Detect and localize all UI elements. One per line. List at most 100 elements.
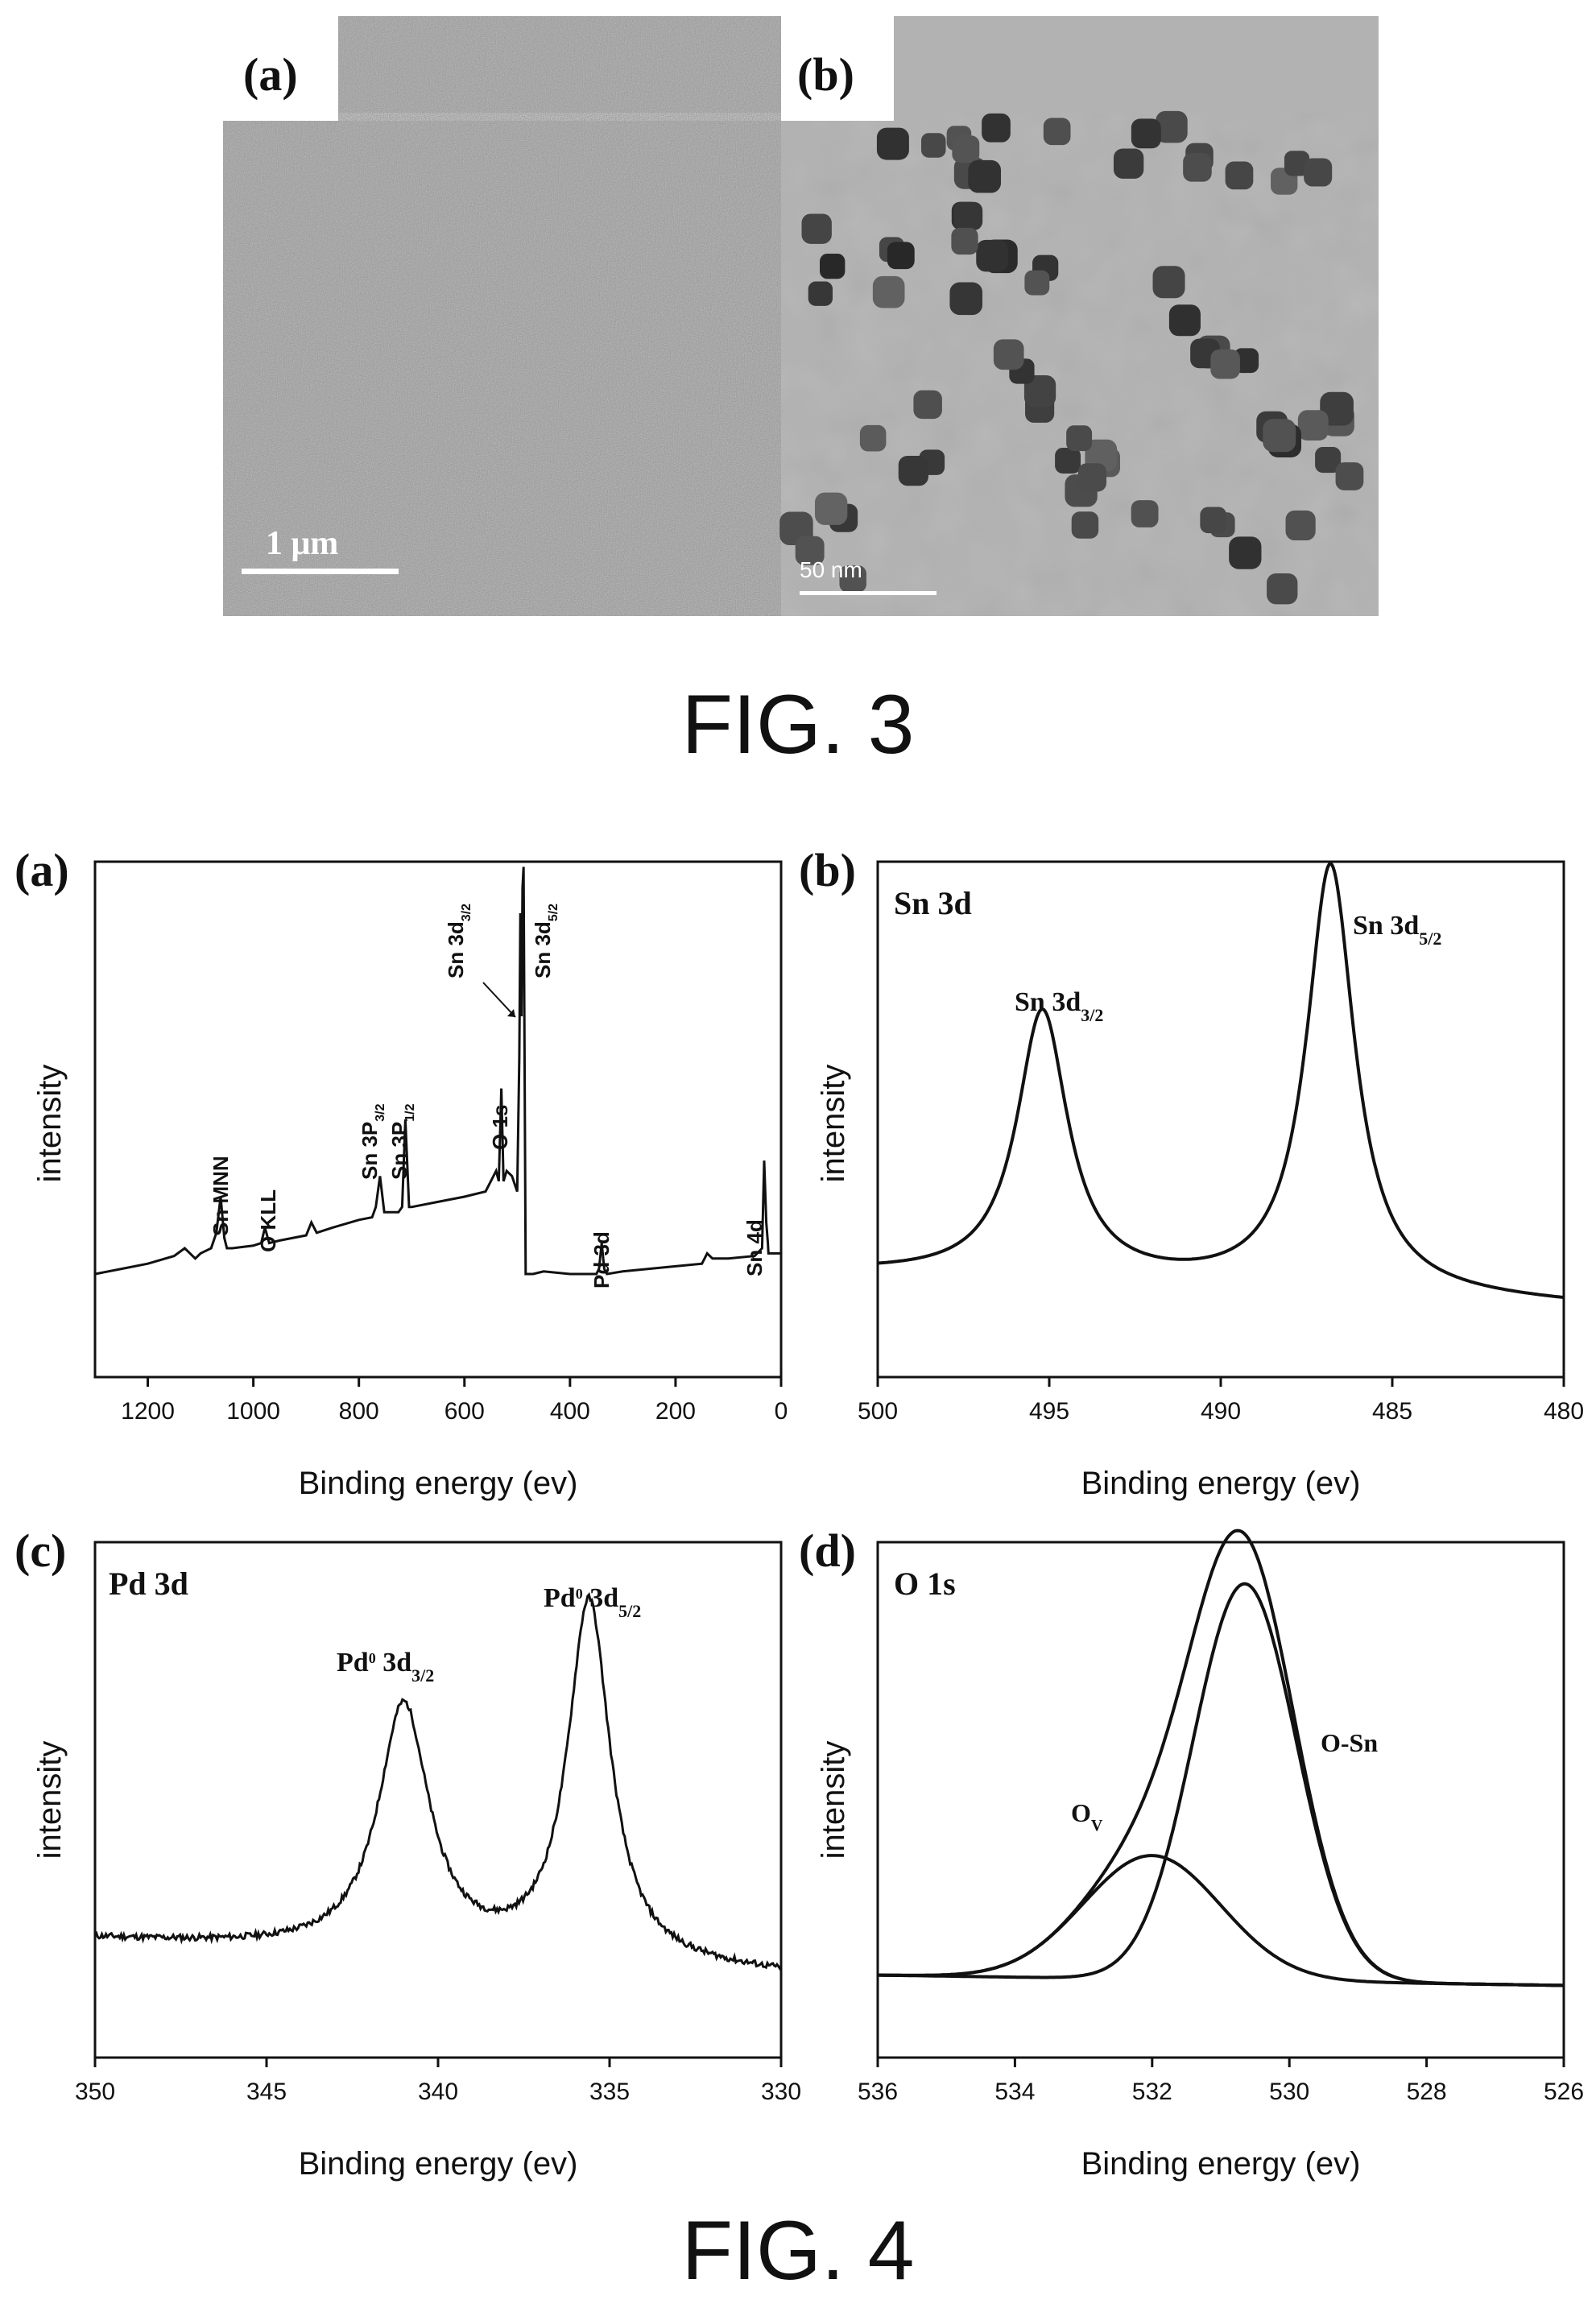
plot-frame-c — [93, 1541, 783, 2059]
x-ticks-b: 500 495 490 485 480 — [858, 1377, 1584, 1425]
x-tick-label: 345 — [246, 2079, 287, 2105]
nanoparticle — [1304, 158, 1333, 187]
nanoparticle — [808, 281, 833, 306]
y-axis-label-c: intensity — [32, 1741, 68, 1859]
nanoparticle — [1320, 391, 1354, 426]
x-tick-label: 500 — [858, 1398, 898, 1425]
y-axis-label-d: intensity — [816, 1741, 851, 1859]
nanoparticle — [872, 275, 905, 308]
figure-4-caption: FIG. 4 — [682, 2204, 915, 2298]
x-tick-label: 330 — [761, 2079, 801, 2105]
component-label-ov: OV — [1071, 1798, 1103, 1835]
spectrum-line-c — [93, 1591, 783, 1971]
x-tick-label: 800 — [339, 1398, 379, 1425]
nanoparticle — [898, 456, 928, 486]
panel-label-3b: (b) — [797, 48, 854, 101]
nanoparticles — [779, 110, 1364, 605]
spectrum-line-a — [94, 867, 781, 1276]
panel-label-4b: (b) — [799, 844, 856, 896]
nanoparticle — [1335, 462, 1364, 490]
x-tick-label: 485 — [1372, 1398, 1412, 1425]
panel-label-4a: (a) — [14, 844, 69, 896]
nanoparticle — [876, 127, 909, 160]
scale-bar-b — [800, 591, 937, 595]
nanoparticle — [801, 213, 832, 244]
nanoparticle — [968, 159, 1002, 193]
envelope-line-d — [877, 1528, 1564, 1988]
nanoparticle — [839, 565, 866, 593]
nanoparticle — [887, 242, 915, 270]
annotation-sn-mnn: Sn MNN — [209, 1156, 233, 1236]
annotation-sn-3d32: Sn 3d3/2 — [444, 904, 473, 978]
chart-panel-d: 536 534 532 530 528 526 O 1s O-Sn OV Binding … — [816, 1528, 1584, 2182]
sem-image-panel-a: 1 μm — [223, 16, 781, 616]
x-tick-label: 536 — [858, 2079, 898, 2105]
x-tick-label: 532 — [1132, 2079, 1172, 2105]
annotation-sn-4d: Sn 4d — [742, 1219, 767, 1276]
chart-panel-c: 350 345 340 335 330 Pd 3d Pd0 3d3/2 Pd0 3d5/… — [32, 1541, 801, 2182]
nanoparticle — [953, 201, 983, 230]
nanoparticle — [1234, 348, 1259, 374]
nanoparticle — [982, 113, 1011, 143]
peak-label-pd-3d32: Pd0 3d3/2 — [337, 1648, 434, 1686]
nanoparticle — [1066, 425, 1093, 452]
x-tick-label: 200 — [655, 1398, 696, 1425]
annotation-arrow — [482, 982, 516, 1018]
chart-panel-a: 1200 1000 800 600 400 200 0 Binding energy (ev… — [32, 860, 788, 1501]
x-tick-label: 1200 — [121, 1398, 175, 1425]
nanoparticle — [1055, 448, 1081, 474]
nanoparticle — [1113, 148, 1144, 179]
tem-image-panel-b: 50 nm — [779, 16, 1379, 616]
scale-bar-label-b: 50 nm — [800, 557, 862, 582]
x-axis-label-c: Binding energy (ev) — [299, 2146, 578, 2182]
nanoparticle — [976, 239, 1008, 272]
plot-frame-a — [93, 860, 783, 1379]
x-tick-label: 534 — [994, 2079, 1035, 2105]
x-tick-label: 335 — [589, 2079, 630, 2105]
scale-bar-a — [242, 569, 399, 574]
panel-label-4c: (c) — [14, 1524, 66, 1577]
figure-4: 1200 1000 800 600 400 200 0 Binding energy (ev… — [14, 844, 1584, 2298]
peak-label-sn-3d32: Sn 3d3/2 — [1015, 987, 1103, 1025]
x-tick-label: 600 — [444, 1398, 485, 1425]
plot-frame-d — [876, 1541, 1565, 2059]
nanoparticle — [1024, 270, 1050, 296]
nanoparticle — [1043, 118, 1071, 146]
nanoparticle — [795, 536, 825, 565]
chart-panel-b: 500 495 490 485 480 Sn 3d Sn 3d3/2 Sn 3d5/2 … — [816, 860, 1584, 1501]
nanoparticle — [1297, 410, 1329, 441]
nanoparticle — [1229, 536, 1262, 569]
nanoparticle — [1023, 375, 1056, 407]
annotation-pd-3d: Pd 3d — [589, 1231, 614, 1289]
x-tick-label: 490 — [1201, 1398, 1241, 1425]
nanoparticle — [1131, 118, 1161, 149]
annotation-o-kll: O KLL — [256, 1189, 280, 1252]
x-ticks-a: 1200 1000 800 600 400 200 0 — [121, 1377, 788, 1425]
x-tick-label: 340 — [418, 2079, 458, 2105]
x-tick-label: 495 — [1029, 1398, 1069, 1425]
x-tick-label: 350 — [75, 2079, 115, 2105]
nanoparticle — [820, 253, 846, 279]
nanoparticle — [859, 424, 887, 452]
plot-frame-b — [876, 860, 1565, 1379]
component-label-o-sn: O-Sn — [1321, 1728, 1378, 1757]
x-ticks-c: 350 345 340 335 330 — [75, 2058, 801, 2105]
annotation-arrowhead — [507, 1009, 515, 1017]
x-tick-label: 0 — [775, 1398, 788, 1425]
nanoparticle — [1315, 447, 1342, 474]
panel-label-3a: (a) — [243, 48, 298, 101]
nanoparticle — [1284, 151, 1310, 176]
annotation-sn-3p12: Sn 3P1/2 — [387, 1103, 417, 1180]
x-tick-label: 400 — [550, 1398, 590, 1425]
figure-3: 1 μm (a) 50 nm (b) FIG. 3 — [223, 16, 1379, 771]
x-axis-label-a: Binding energy (ev) — [299, 1466, 578, 1501]
x-tick-label: 528 — [1407, 2079, 1447, 2105]
nanoparticle — [1168, 304, 1201, 337]
nanoparticle — [1183, 153, 1212, 182]
nanoparticle — [1131, 500, 1159, 527]
nanoparticle — [1263, 419, 1296, 453]
annotation-sn-3p32: Sn 3P3/2 — [358, 1103, 387, 1180]
spectrum-line-b — [877, 861, 1565, 1300]
nanoparticle — [952, 135, 980, 163]
panel-title-c: Pd 3d — [109, 1566, 188, 1602]
